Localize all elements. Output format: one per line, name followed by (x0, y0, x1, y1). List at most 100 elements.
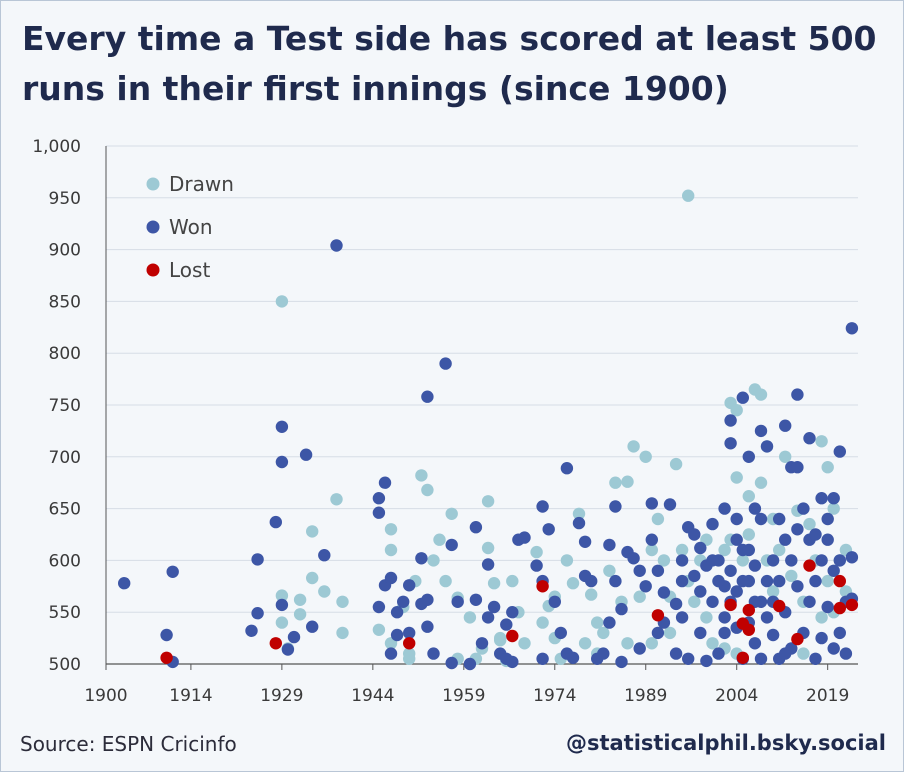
point-drawn (815, 611, 828, 624)
point-lost (724, 598, 737, 612)
point-won (694, 626, 707, 640)
point-drawn (421, 483, 434, 497)
point-drawn (736, 554, 749, 567)
point-drawn (427, 554, 440, 567)
point-won (833, 445, 846, 458)
point-won (615, 602, 628, 616)
point-drawn (827, 502, 840, 515)
point-won (718, 502, 731, 515)
point-won (845, 322, 859, 335)
point-won (639, 580, 652, 593)
point-drawn (306, 525, 319, 538)
point-won (633, 564, 646, 577)
point-won (384, 647, 398, 660)
point-won (421, 390, 434, 403)
gridlines (106, 145, 858, 613)
point-lost (536, 580, 549, 593)
point-lost (651, 609, 665, 622)
y-tick-label: 600 (49, 551, 81, 571)
y-tick-label: 1,000 (32, 137, 81, 157)
y-tick-label: 550 (49, 603, 81, 623)
point-drawn (639, 450, 652, 463)
point-drawn (718, 543, 731, 557)
point-won (372, 506, 386, 519)
point-won (118, 577, 131, 590)
point-won (785, 554, 798, 567)
point-lost (833, 601, 846, 615)
point-won (803, 595, 816, 608)
legend-label-won: Won (169, 215, 213, 239)
y-tick-label: 950 (49, 189, 81, 209)
point-won (682, 652, 695, 665)
point-drawn (651, 512, 665, 526)
point-drawn (645, 637, 658, 650)
point-won (754, 512, 768, 526)
point-lost (742, 603, 755, 617)
point-won (445, 538, 458, 552)
point-drawn (821, 461, 834, 474)
point-drawn (518, 637, 531, 650)
point-drawn (506, 574, 519, 588)
point-won (269, 515, 282, 529)
point-drawn (318, 585, 331, 598)
point-won (287, 630, 301, 644)
point-won (827, 492, 840, 505)
point-won (536, 652, 549, 665)
point-won (748, 637, 762, 650)
point-drawn (293, 593, 307, 606)
point-won (500, 618, 513, 631)
point-won (378, 476, 392, 489)
point-won (724, 564, 737, 577)
point-lost (269, 637, 282, 650)
point-won (712, 574, 725, 588)
point-won (706, 554, 719, 567)
point-won (669, 597, 683, 611)
point-won (815, 631, 828, 645)
x-tick-label: 1974 (533, 686, 576, 706)
point-won (542, 523, 555, 536)
point-drawn (530, 545, 543, 559)
point-drawn (627, 440, 640, 453)
point-won (791, 388, 804, 401)
point-won (481, 558, 495, 571)
point-won (403, 579, 416, 592)
point-won (730, 585, 743, 598)
point-won (475, 637, 489, 650)
point-won (724, 437, 737, 450)
point-drawn (578, 637, 592, 650)
point-won (839, 647, 853, 660)
point-won (439, 357, 452, 370)
point-won (736, 391, 749, 404)
point-drawn (330, 493, 343, 506)
point-drawn (730, 471, 743, 484)
point-drawn (445, 507, 458, 520)
point-won (694, 585, 707, 598)
point-won (718, 611, 731, 624)
point-won (609, 574, 622, 588)
point-drawn (815, 435, 828, 448)
point-won (597, 647, 610, 660)
point-drawn (433, 533, 446, 546)
point-lost (833, 574, 846, 588)
point-drawn (700, 611, 713, 624)
point-won (760, 440, 774, 453)
point-drawn (621, 475, 634, 488)
point-drawn (682, 189, 695, 202)
point-won (469, 593, 483, 606)
point-won (403, 626, 416, 640)
point-won (748, 559, 762, 572)
point-won (415, 552, 428, 565)
point-won (827, 642, 840, 655)
point-won (463, 657, 477, 671)
y-tick-label: 900 (49, 241, 81, 261)
point-drawn (384, 543, 398, 557)
point-won (675, 574, 689, 588)
point-won (700, 654, 713, 668)
point-won (160, 628, 173, 642)
x-tick-label: 1929 (260, 686, 303, 706)
point-drawn (675, 543, 689, 557)
point-drawn (706, 637, 719, 650)
point-won (779, 533, 792, 546)
axes: 500 550 600 650 700 750 800 850 900 950 1,000 1900 1… (32, 137, 858, 706)
point-drawn (275, 295, 289, 308)
